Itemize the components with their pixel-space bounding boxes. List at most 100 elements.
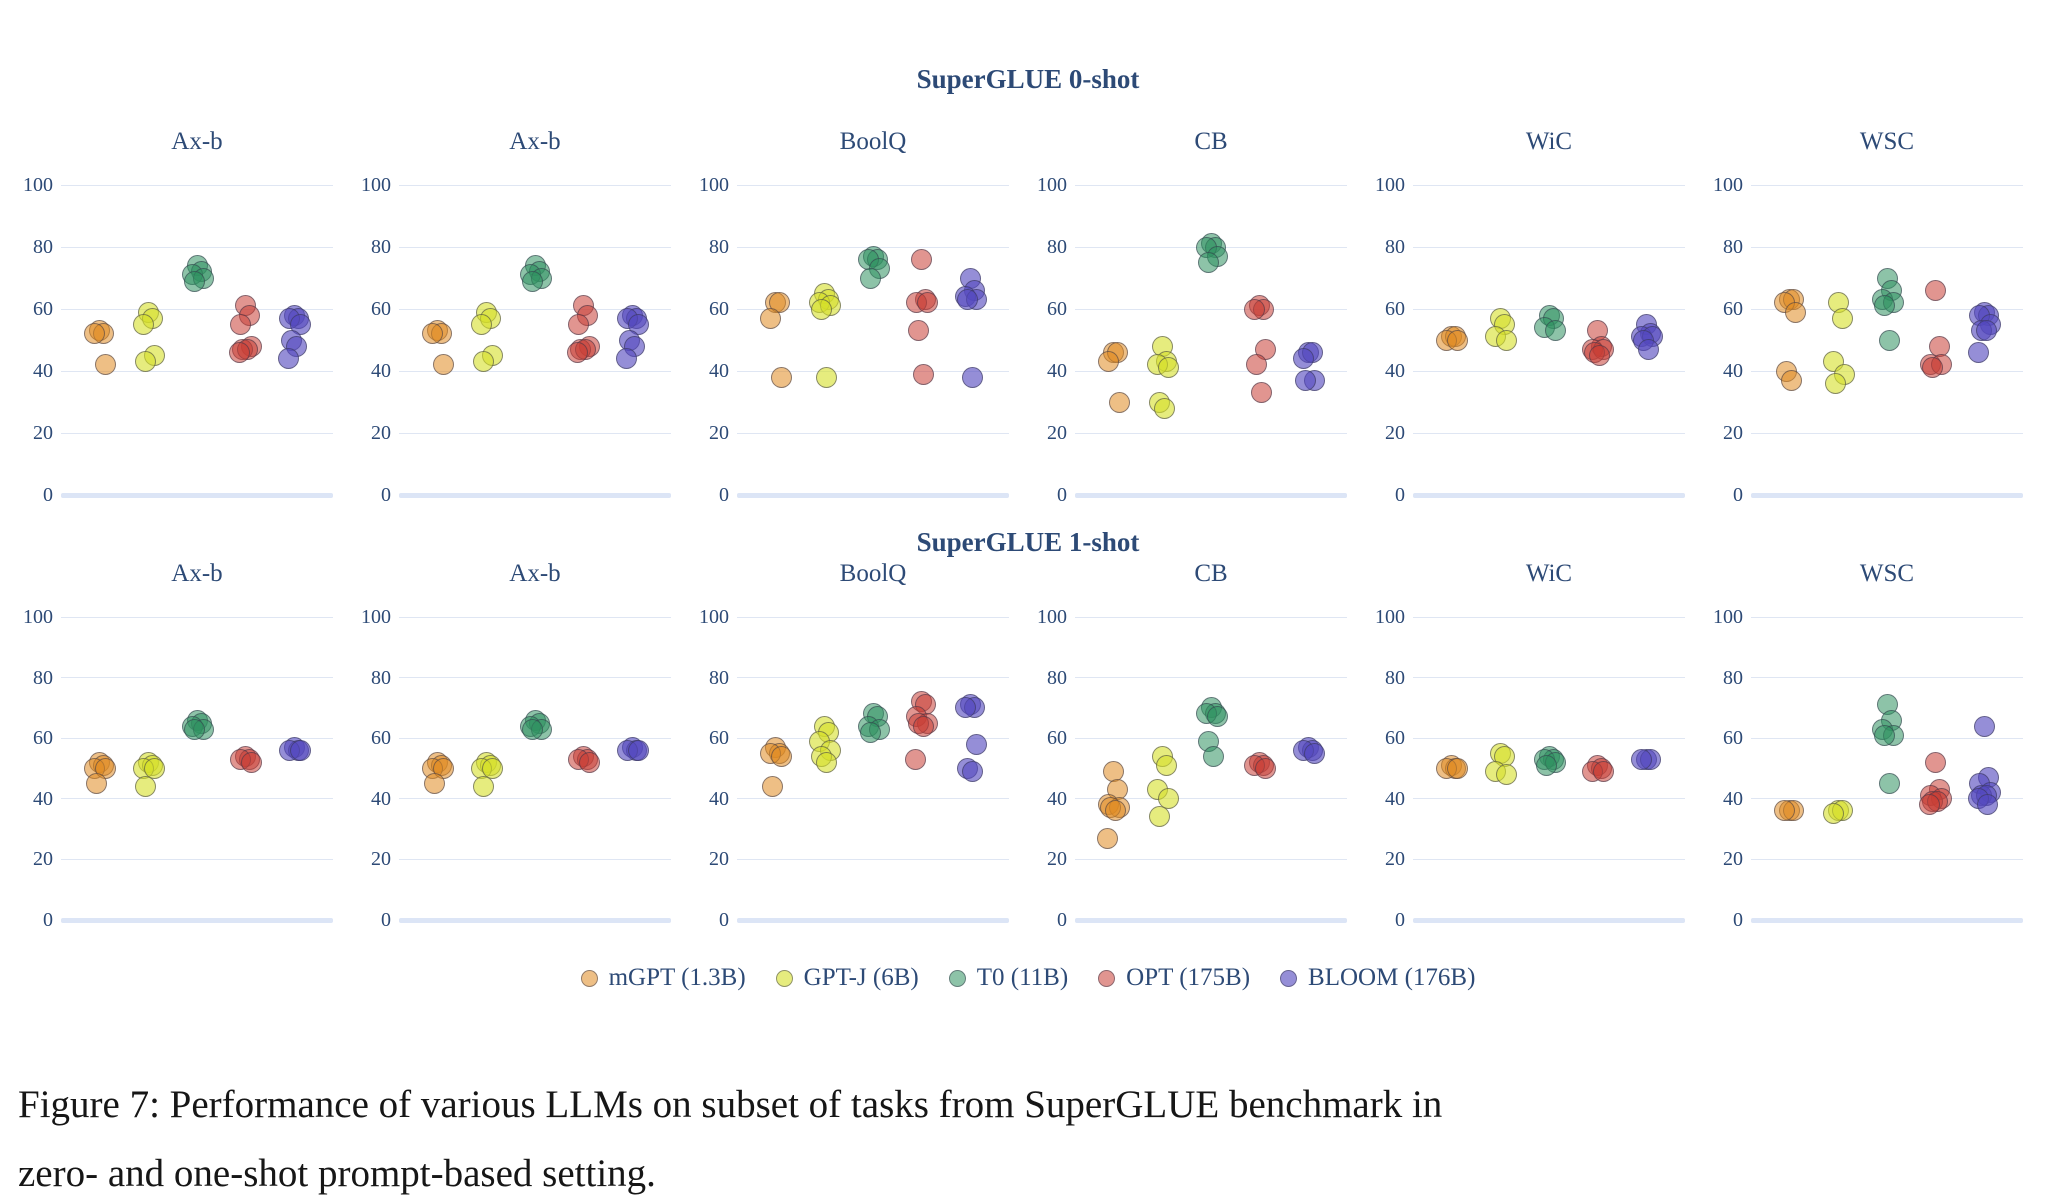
subplot-title: Ax-b [171,128,223,155]
data-point [905,748,927,770]
gridline [737,184,1009,186]
subplot-title: Ax-b [509,128,561,155]
gridline [737,858,1009,860]
gridline [61,308,333,310]
gridline [1751,432,2023,434]
y-tick-label: 60 [709,727,729,750]
y-tick-label: 20 [1385,848,1405,871]
data-point [1295,369,1317,391]
y-tick-label: 60 [709,298,729,320]
data-point [1925,279,1947,301]
gridline [1413,737,1685,739]
data-point [1446,758,1468,779]
data-point [229,341,251,363]
data-point [143,758,165,779]
y-tick-label: 0 [381,484,391,506]
y-tick-label: 100 [1375,174,1405,196]
data-point [957,289,979,311]
y-tick-label: 60 [33,298,53,320]
gridline [61,432,333,434]
data-point [1246,354,1268,376]
gridline [399,677,671,679]
y-tick-label: 0 [1395,484,1405,506]
y-tick-label: 80 [709,236,729,258]
gridline [399,798,671,800]
y-tick-label: 60 [1385,298,1405,320]
y-tick-label: 80 [1385,236,1405,258]
gridline [1751,677,2023,679]
data-point [134,776,156,798]
figure-caption-line-1: Figure 7: Performance of various LLMs on… [18,1083,1443,1126]
data-point [859,721,881,743]
figure-caption-line-2: zero- and one-shot prompt-based setting. [18,1152,656,1195]
data-point [1293,348,1315,370]
gridline [1751,370,2023,372]
gridline [399,492,671,498]
gridline [1413,370,1685,372]
subplot-title: CB [1194,560,1228,587]
data-point [1878,329,1900,351]
gridline [737,798,1009,800]
gridline [1413,492,1685,498]
data-point [1773,800,1795,822]
data-point [815,366,837,388]
gridline [1075,432,1347,434]
data-point [83,323,105,345]
legend-item: T0 (11B) [948,964,1068,992]
gridline [399,184,671,186]
gridline [1075,858,1347,860]
legend-item: BLOOM (176B) [1280,964,1475,992]
data-point [481,758,503,779]
data-point [432,354,454,376]
legend-item: OPT (175B) [1098,964,1250,992]
data-point [1968,341,1990,363]
data-point [568,314,590,335]
data-point [1108,391,1130,413]
subplot-title: BoolQ [839,560,907,587]
data-point [1153,397,1175,419]
subplot-title: BoolQ [839,128,907,155]
y-tick-label: 40 [371,360,391,382]
subplot-title: WiC [1525,128,1573,155]
data-point [134,351,156,373]
gridline [399,308,671,310]
subplot-title: WSC [1859,128,1915,155]
y-tick-label: 100 [1713,606,1743,628]
y-tick-label: 0 [43,909,53,931]
data-point [759,307,781,329]
gridline [737,370,1009,372]
gridline [61,616,333,618]
legend-swatch-icon [580,969,598,987]
y-tick-label: 80 [1385,666,1405,689]
y-tick-label: 80 [1047,666,1067,689]
gridline [399,616,671,618]
gridline [1751,616,2023,618]
data-point [1495,329,1517,351]
gridline [399,432,671,434]
gridline [399,917,671,923]
data-point [955,697,977,719]
data-point [1157,357,1179,379]
gridline [399,246,671,248]
y-tick-label: 60 [1723,727,1743,750]
data-point [521,718,543,740]
data-point [1831,307,1853,329]
y-tick-label: 0 [1733,484,1743,506]
gridline [1413,616,1685,618]
data-point [859,267,881,289]
data-point [1925,751,1947,773]
gridline [737,917,1009,923]
y-tick-label: 80 [1047,236,1067,258]
legend-label: GPT-J (6B) [803,964,919,991]
gridline [1751,246,2023,248]
y-tick-label: 100 [23,606,53,628]
data-point [567,341,589,363]
data-point [290,739,312,761]
subplot-title: Ax-b [509,560,561,587]
data-point [1784,301,1806,323]
data-point [1593,761,1615,783]
gridline [61,492,333,498]
y-tick-label: 0 [43,484,53,506]
data-point [917,292,939,314]
data-point [1822,803,1844,825]
